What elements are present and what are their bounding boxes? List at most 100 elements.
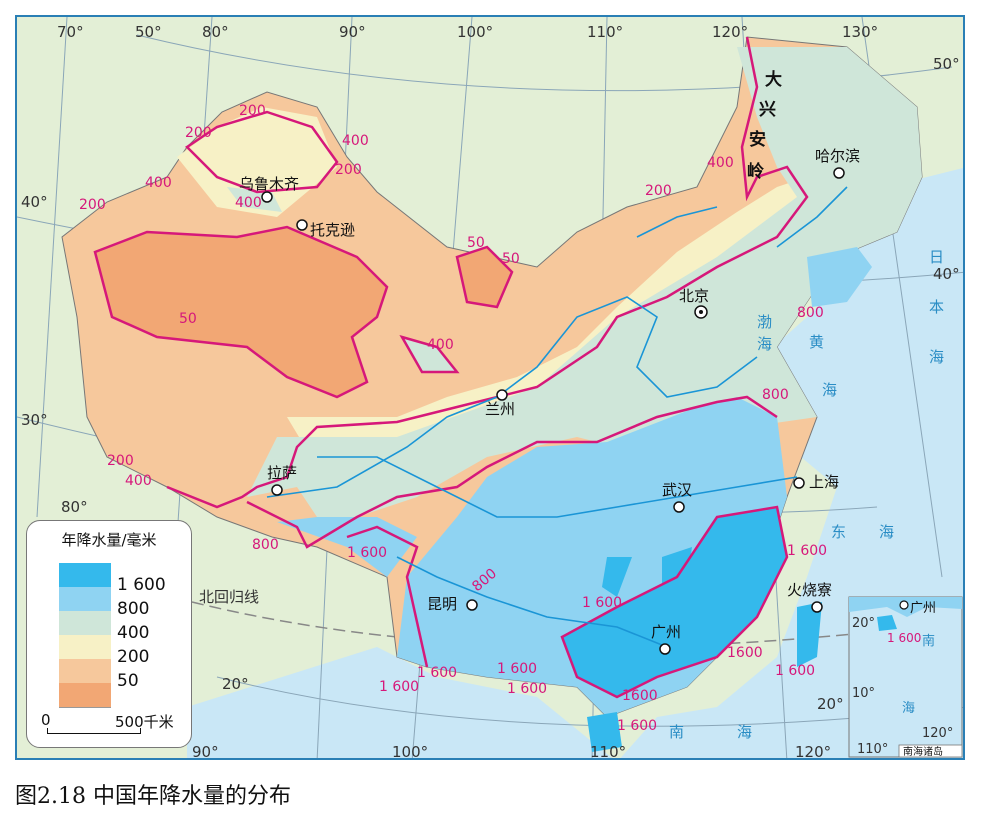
isohyet-label: 1 600 xyxy=(775,663,815,679)
inset-lon-label: 110° xyxy=(857,742,888,757)
isohyet-label: 800 xyxy=(252,537,279,553)
lon-label-70: 70° xyxy=(57,23,84,41)
inset-city-label: 广州 xyxy=(910,601,936,616)
sea-label: 本 xyxy=(929,298,946,316)
lon-label-120-bottom: 120° xyxy=(795,743,831,760)
sea-label: 黄 xyxy=(809,333,826,351)
inset-lon-label: 120° xyxy=(922,726,953,741)
legend-title: 年降水量/毫米 xyxy=(61,531,157,549)
isohyet-label: 200 xyxy=(185,125,212,141)
lat-label-40-right: 40° xyxy=(933,265,960,283)
legend-label: 50 xyxy=(117,671,139,691)
isohyet-label: 400 xyxy=(235,195,262,211)
sea-label: 海 xyxy=(879,523,896,541)
sea-label: 海 xyxy=(757,335,774,353)
lon-label-100: 100° xyxy=(457,23,493,41)
zone-800-1600-liaodong xyxy=(807,247,872,307)
isohyet-label: 1 600 xyxy=(417,665,457,681)
sea-label: 海 xyxy=(737,723,754,741)
zone-above-1600-southeast xyxy=(562,507,787,697)
isohyet-label: 1600 xyxy=(727,645,763,661)
legend-swatch-800 xyxy=(59,587,111,612)
zone-800-1600-tibet xyxy=(277,517,417,577)
isohyet-label: 50 xyxy=(467,235,485,251)
lon-label-80: 80° xyxy=(202,23,229,41)
zone-below-50-tarim xyxy=(95,227,387,397)
legend-swatch-below-50 xyxy=(59,683,111,708)
city-label: 兰州 xyxy=(485,400,515,418)
isohyet-label: 200 xyxy=(645,183,672,199)
isohyet-label: 800 xyxy=(797,305,824,321)
isohyet-label: 50 xyxy=(179,311,197,327)
sea-label: 日 xyxy=(929,248,946,266)
lat-label-30: 30° xyxy=(21,411,48,429)
lon-label-110-bottom: 110° xyxy=(590,743,626,760)
city-label: 武汉 xyxy=(662,481,692,499)
legend-swatch-1600 xyxy=(59,563,111,588)
lat-label-20-right: 20° xyxy=(817,695,844,713)
taiwan-island xyxy=(797,602,822,667)
lon-label-90: 90° xyxy=(339,23,366,41)
city-label: 北京 xyxy=(679,287,709,305)
sea-area-south xyxy=(187,647,613,758)
legend-label: 200 xyxy=(117,647,150,667)
scale-tick xyxy=(140,728,141,734)
isohyet-label: 400 xyxy=(427,337,454,353)
lon-label-130: 130° xyxy=(842,23,878,41)
inset-sea-label: 海 xyxy=(902,701,917,716)
city-label: 上海 xyxy=(809,473,839,491)
inset-lat-label: 10° xyxy=(852,686,875,701)
isohyet-label: 200 xyxy=(335,162,362,178)
legend-label: 400 xyxy=(117,623,150,643)
inset-sea-label: 南 xyxy=(922,633,937,649)
south-china-sea-inset: 广州 1 600 南 海 20° 10° 110° 120° 南海诸岛 xyxy=(848,596,963,758)
inset-isohyet-label: 1 600 xyxy=(887,631,921,645)
zone-400-800 xyxy=(247,47,922,517)
lat-label-50-right: 50° xyxy=(933,55,960,73)
city-label: 广州 xyxy=(651,623,681,641)
lon-label-80-bottom: 80° xyxy=(61,498,88,516)
range-char: 兴 xyxy=(759,100,776,120)
isohyet-label: 50 xyxy=(502,251,520,267)
city-label: 乌鲁木齐 xyxy=(239,175,299,193)
lat-label-50-left: 50° xyxy=(135,23,162,41)
isohyet-label: 1600 xyxy=(622,688,658,704)
sea-label: 海 xyxy=(929,348,946,366)
tropic-label: 北回归线 xyxy=(199,588,259,606)
city-label: 拉萨 xyxy=(267,464,297,482)
zone-above-1600-patch xyxy=(602,557,632,597)
zone-below-50-alxa xyxy=(457,247,512,307)
legend: 年降水量/毫米 1 600 800 400 200 50 0 500千米 xyxy=(26,520,192,748)
range-char: 岭 xyxy=(747,161,764,182)
isohyet-label: 1 600 xyxy=(497,661,537,677)
lon-label-100-bottom: 100° xyxy=(392,743,428,760)
city-label: 托克逊 xyxy=(310,221,355,239)
isohyet-label: 1 600 xyxy=(617,718,657,734)
legend-swatch-400 xyxy=(59,611,111,636)
legend-swatch-200 xyxy=(59,635,111,660)
scale-end-label: 500千米 xyxy=(115,713,174,731)
isohyet-label: 200 xyxy=(239,103,266,119)
range-char: 安 xyxy=(749,129,766,150)
inset-title: 南海诸岛 xyxy=(903,745,943,758)
lat-label-20-left: 20° xyxy=(222,675,249,693)
range-char: 大 xyxy=(765,69,782,90)
city-label: 火烧寮 xyxy=(787,581,832,599)
isohyet-label: 1 600 xyxy=(507,681,547,697)
hainan-island xyxy=(587,712,622,752)
zone-400-800-qilian xyxy=(402,337,457,372)
isohyet-label: 1 600 xyxy=(582,595,622,611)
isohyet-label: 800 xyxy=(762,387,789,403)
lon-label-90-bottom: 90° xyxy=(192,743,219,760)
city-markers xyxy=(261,167,845,655)
isohyet-label: 400 xyxy=(145,175,172,191)
sea-label: 海 xyxy=(822,381,839,399)
city-label: 哈尔滨 xyxy=(815,147,860,165)
scale-line xyxy=(47,733,141,734)
sea-label: 渤 xyxy=(757,313,774,331)
isohyet-label: 200 xyxy=(79,197,106,213)
scale-bar: 0 500千米 xyxy=(41,711,174,741)
isohyet-lines xyxy=(93,36,809,699)
lon-label-110: 110° xyxy=(587,23,623,41)
zone-above-1600-patch-2 xyxy=(662,547,692,587)
